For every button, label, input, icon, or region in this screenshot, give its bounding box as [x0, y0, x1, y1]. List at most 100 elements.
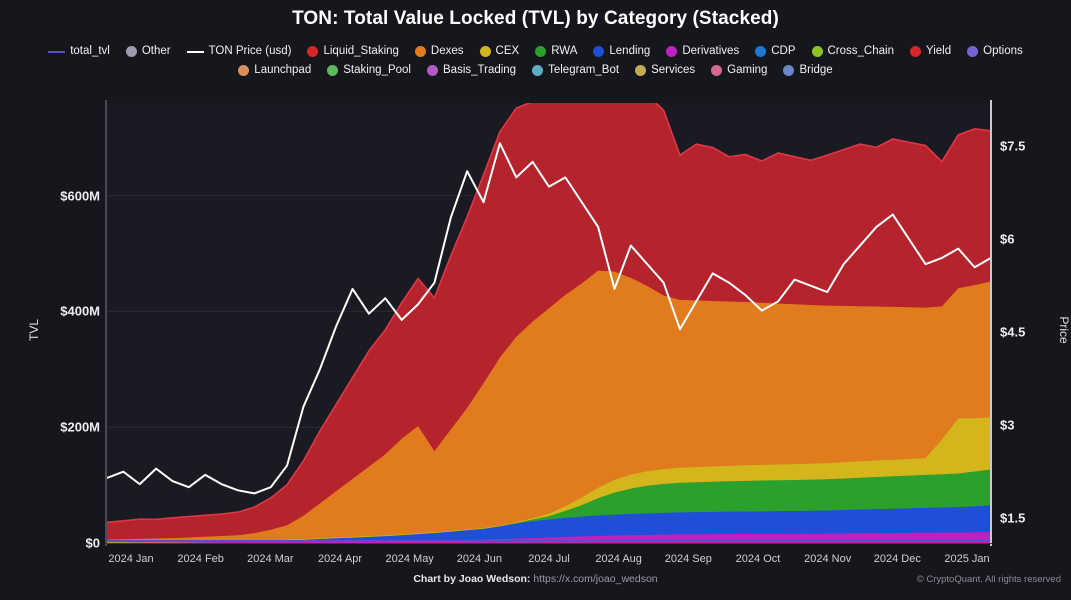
- legend-dot-swatch-icon: [238, 65, 250, 76]
- legend-item-label: Yield: [925, 45, 952, 57]
- right-axis-tick-label: $3: [1000, 417, 1015, 433]
- legend-item-services[interactable]: Services: [635, 63, 695, 78]
- legend-dot-swatch-icon: [427, 65, 438, 76]
- left-axis-tick-label: $600M: [60, 188, 100, 204]
- legend-item-label: Cross_Chain: [827, 45, 894, 57]
- legend-dot-swatch-icon: [535, 46, 547, 57]
- line-series-group: [107, 142, 991, 542]
- legend-item-label: RWA: [551, 45, 578, 57]
- legend-item-label: total_tvl: [70, 45, 110, 57]
- legend-dot-swatch-icon: [532, 65, 544, 76]
- legend-item-staking-pool[interactable]: Staking_Pool: [327, 63, 411, 78]
- legend-line-swatch-icon: [48, 50, 66, 53]
- left-axis-tick-label: $0: [85, 535, 100, 551]
- x-axis-tick-label: 2024 Dec: [873, 553, 921, 565]
- x-axis-tick-label: 2024 Aug: [595, 553, 642, 565]
- legend-item-label: Options: [983, 45, 1023, 57]
- legend-item-gaming[interactable]: Gaming: [711, 63, 767, 78]
- legend-item-label: Derivatives: [682, 45, 740, 57]
- legend-dot-swatch-icon: [967, 46, 979, 57]
- right-axis-label: Price: [1057, 316, 1071, 344]
- area-series-group: [107, 103, 991, 543]
- x-axis-tick-label: 2024 Apr: [317, 553, 363, 565]
- legend-dot-swatch-icon: [811, 46, 823, 57]
- legend-item-cdp[interactable]: CDP: [755, 44, 796, 59]
- right-axis-ticks: $1.5 $3 $4.5 $6 $7.5: [1000, 0, 1070, 600]
- legend-item-label: Gaming: [727, 64, 768, 76]
- legend-item-liquid-staking[interactable]: Liquid_Staking: [307, 44, 399, 59]
- legend-item-ton-price-usd[interactable]: TON Price (usd): [186, 44, 292, 59]
- legend-item-cex[interactable]: CEX: [479, 44, 520, 59]
- x-axis-tick-label: 2024 Mar: [247, 553, 294, 565]
- x-axis-tick-label: 2024 Sep: [664, 553, 712, 565]
- x-axis-tick-label: 2024 Oct: [735, 553, 781, 565]
- left-axis-label: TVL: [27, 319, 41, 342]
- legend-dot-swatch-icon: [711, 65, 723, 76]
- legend-item-total-tvl[interactable]: total_tvl: [48, 44, 110, 59]
- x-axis-tick-label: 2024 Jun: [456, 553, 502, 565]
- legend-item-yield[interactable]: Yield: [909, 44, 952, 59]
- left-axis-tick-label: $400M: [60, 303, 100, 319]
- x-axis-tick-label: 2024 Nov: [804, 553, 852, 565]
- legend-dot-swatch-icon: [783, 65, 795, 76]
- legend-dot-swatch-icon: [479, 46, 491, 57]
- bottom-axis-spine: [105, 543, 992, 544]
- right-axis-spine: [990, 100, 992, 546]
- legend-item-derivatives[interactable]: Derivatives: [666, 44, 739, 59]
- legend-item-label: Dexes: [430, 45, 464, 57]
- legend-item-label: Staking_Pool: [343, 64, 411, 76]
- legend-item-options[interactable]: Options: [967, 44, 1023, 59]
- legend-dot-swatch-icon: [307, 46, 319, 57]
- footer-rights: © CryptoQuant. All rights reserved: [916, 574, 1061, 585]
- right-axis-tick-label: $6: [1000, 231, 1015, 247]
- footer-credit-url[interactable]: https://x.com/joao_wedson: [533, 573, 658, 585]
- x-axis-tick-label: 2024 Jan: [108, 553, 154, 565]
- legend-item-launchpad[interactable]: Launchpad: [238, 63, 311, 78]
- legend-item-basis-trading[interactable]: Basis_Trading: [427, 63, 516, 78]
- left-axis-tick-label: $200M: [60, 419, 100, 435]
- legend-dot-swatch-icon: [635, 65, 647, 76]
- legend-item-dexes[interactable]: Dexes: [414, 44, 464, 59]
- area-lending: [107, 505, 991, 543]
- x-axis-tick-label: 2024 Feb: [177, 553, 224, 565]
- legend-dot-swatch-icon: [666, 46, 678, 57]
- x-axis-tick-label: 2024 May: [385, 553, 434, 565]
- legend-item-telegram-bot[interactable]: Telegram_Bot: [532, 63, 619, 78]
- legend-item-rwa[interactable]: RWA: [535, 44, 577, 59]
- legend-item-label: CDP: [771, 45, 796, 57]
- stacked-area-svg: [107, 103, 991, 543]
- area-dexes: [107, 270, 991, 542]
- legend-item-label: Liquid_Staking: [323, 45, 399, 57]
- left-axis-ticks: $0 $200M $400M $600M: [8, 0, 100, 600]
- legend-item-label: Services: [651, 64, 696, 76]
- legend-item-label: CEX: [495, 45, 520, 57]
- x-axis-tick-label: 2024 Jul: [528, 553, 570, 565]
- legend-item-bridge[interactable]: Bridge: [783, 63, 833, 78]
- legend-dot-swatch-icon: [909, 46, 921, 57]
- page-title: TON: Total Value Locked (TVL) by Categor…: [292, 8, 779, 29]
- legend-item-label: Other: [141, 45, 171, 57]
- legend-dot-swatch-icon: [327, 65, 339, 76]
- plot-area: [107, 103, 991, 543]
- legend-dot-swatch-icon: [414, 46, 426, 57]
- legend-item-label: Bridge: [799, 64, 833, 76]
- legend-item-label: TON Price (usd): [208, 45, 292, 57]
- legend-item-label: Telegram_Bot: [548, 64, 620, 76]
- legend-dot-swatch-icon: [125, 46, 137, 57]
- legend-line-swatch-icon: [186, 50, 204, 53]
- legend-dot-swatch-icon: [593, 46, 605, 57]
- area-edge-liquid_staking: [107, 103, 991, 524]
- area-rwa: [107, 469, 991, 542]
- footer-credit-label: Chart by Joao Wedson:: [413, 573, 531, 585]
- right-axis-tick-label: $1.5: [1000, 510, 1026, 526]
- legend-item-label: Launchpad: [254, 64, 312, 76]
- area-liquid_staking: [107, 103, 991, 540]
- legend-dot-swatch-icon: [755, 46, 767, 57]
- legend-item-cross-chain[interactable]: Cross_Chain: [811, 44, 894, 59]
- right-axis-tick-label: $4.5: [1000, 324, 1026, 340]
- x-axis-tick-label: 2025 Jan: [944, 553, 990, 565]
- legend-item-lending[interactable]: Lending: [593, 44, 650, 59]
- legend-item-label: Lending: [609, 45, 651, 57]
- legend-item-other[interactable]: Other: [125, 44, 171, 59]
